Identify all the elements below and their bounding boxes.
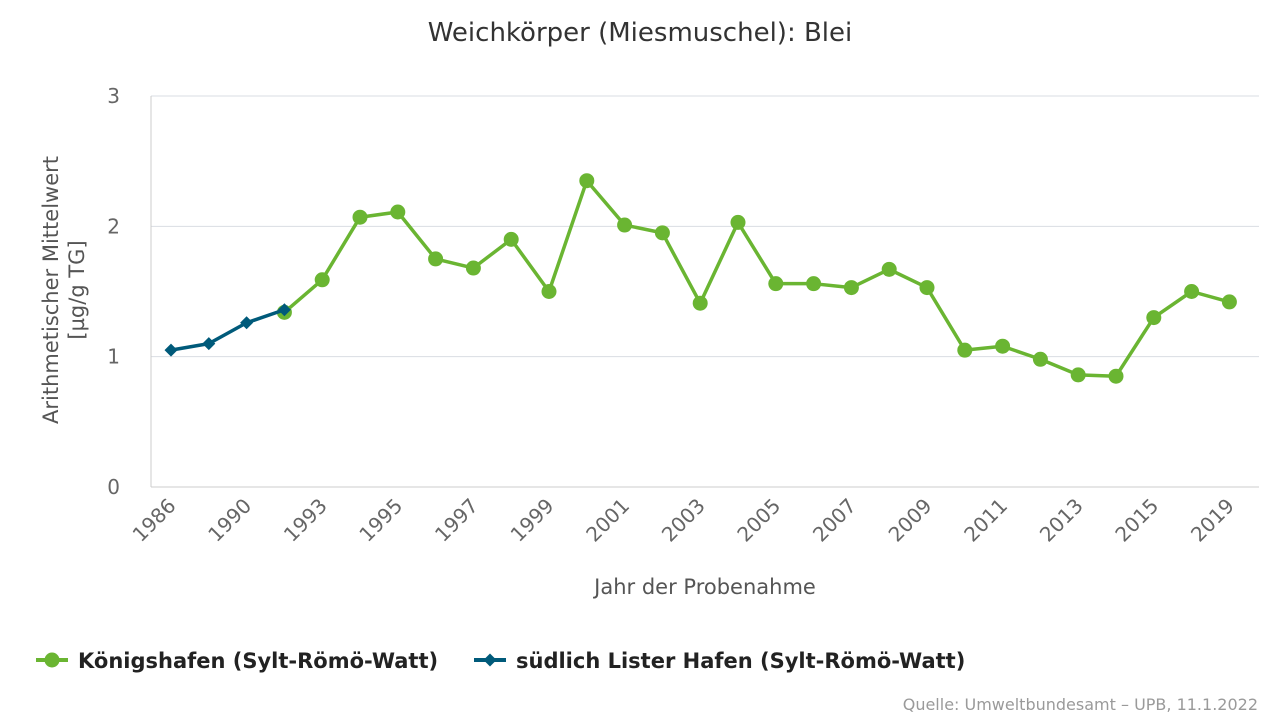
data-point (806, 276, 822, 292)
chart-title: Weichkörper (Miesmuschel): Blei (428, 18, 853, 48)
y-axis-title: Arithmetischer Mittelwert [µg/g TG] (39, 156, 89, 424)
data-point (465, 260, 481, 276)
x-tick-label: 2007 (808, 494, 861, 547)
data-point (164, 343, 178, 357)
y-tick-label: 1 (107, 345, 120, 369)
x-tick-label: 1997 (430, 494, 483, 547)
data-point (692, 295, 708, 311)
data-point (1070, 367, 1086, 383)
data-point (995, 338, 1011, 354)
legend-item-1: Königshafen (Sylt-Römö-Watt) (36, 649, 438, 673)
data-point (730, 214, 746, 230)
data-point (314, 272, 330, 288)
data-point (240, 316, 254, 330)
data-point (617, 217, 633, 233)
x-tick-label: 1995 (354, 494, 407, 547)
legend: Königshafen (Sylt-Römö-Watt) südlich List… (36, 649, 965, 673)
y-tick-label: 0 (107, 475, 120, 499)
gridlines (150, 95, 1259, 488)
series-2 (164, 303, 291, 357)
x-tick-labels: 1986 1990 1993 1995 1997 1999 2001 2003 2005 2007… (128, 494, 1239, 547)
x-tick-label: 2015 (1110, 494, 1163, 547)
data-point (541, 284, 557, 299)
data-point (1108, 368, 1124, 384)
x-tick-label: 1993 (279, 494, 332, 547)
x-tick-label: 2013 (1035, 494, 1088, 547)
data-point (654, 225, 670, 241)
legend-label: Königshafen (Sylt-Römö-Watt) (78, 649, 438, 673)
data-point (503, 231, 519, 247)
data-point (579, 173, 595, 189)
series-line (170, 308, 285, 352)
y-tick-label: 3 (107, 84, 120, 108)
x-tick-label: 1999 (506, 494, 559, 547)
x-tick-label: 1986 (128, 494, 181, 547)
data-point (881, 261, 897, 277)
data-point (957, 342, 973, 358)
legend-item-2: südlich Lister Hafen (Sylt-Römö-Watt) (474, 649, 965, 673)
x-axis-label: Jahr der Probenahme (592, 575, 816, 599)
x-tick-label: 2009 (884, 494, 937, 547)
x-tick-label: 2003 (657, 494, 710, 547)
data-point (390, 204, 406, 220)
data-point (843, 280, 859, 296)
x-tick-label: 2019 (1186, 494, 1239, 547)
data-point (1184, 284, 1200, 299)
data-point (352, 209, 368, 225)
x-tick-label: 1990 (203, 494, 256, 547)
data-point (202, 337, 216, 351)
y-axis-unit: [µg/g TG] (65, 240, 89, 339)
data-point (768, 276, 784, 292)
x-tick-label: 2005 (732, 494, 785, 547)
data-point (1146, 310, 1162, 326)
series-1 (276, 173, 1237, 384)
y-tick-label: 2 (107, 214, 120, 238)
data-point (1221, 294, 1237, 310)
x-tick-label: 2011 (959, 494, 1012, 547)
legend-label: südlich Lister Hafen (Sylt-Römö-Watt) (516, 649, 965, 673)
y-axis-label: Arithmetischer Mittelwert (39, 156, 63, 424)
y-tick-labels: 0 1 2 3 (107, 84, 120, 499)
series-line (283, 178, 1230, 378)
legend-swatch-marker (44, 652, 60, 668)
data-point (428, 251, 444, 267)
source-note: Quelle: Umweltbundesamt – UPB, 11.1.2022 (903, 695, 1258, 714)
data-point (919, 280, 935, 296)
data-point (1032, 351, 1048, 367)
legend-swatch-marker (483, 653, 497, 667)
data-point (277, 303, 291, 317)
series-layer (164, 173, 1237, 384)
x-tick-label: 2001 (581, 494, 634, 547)
